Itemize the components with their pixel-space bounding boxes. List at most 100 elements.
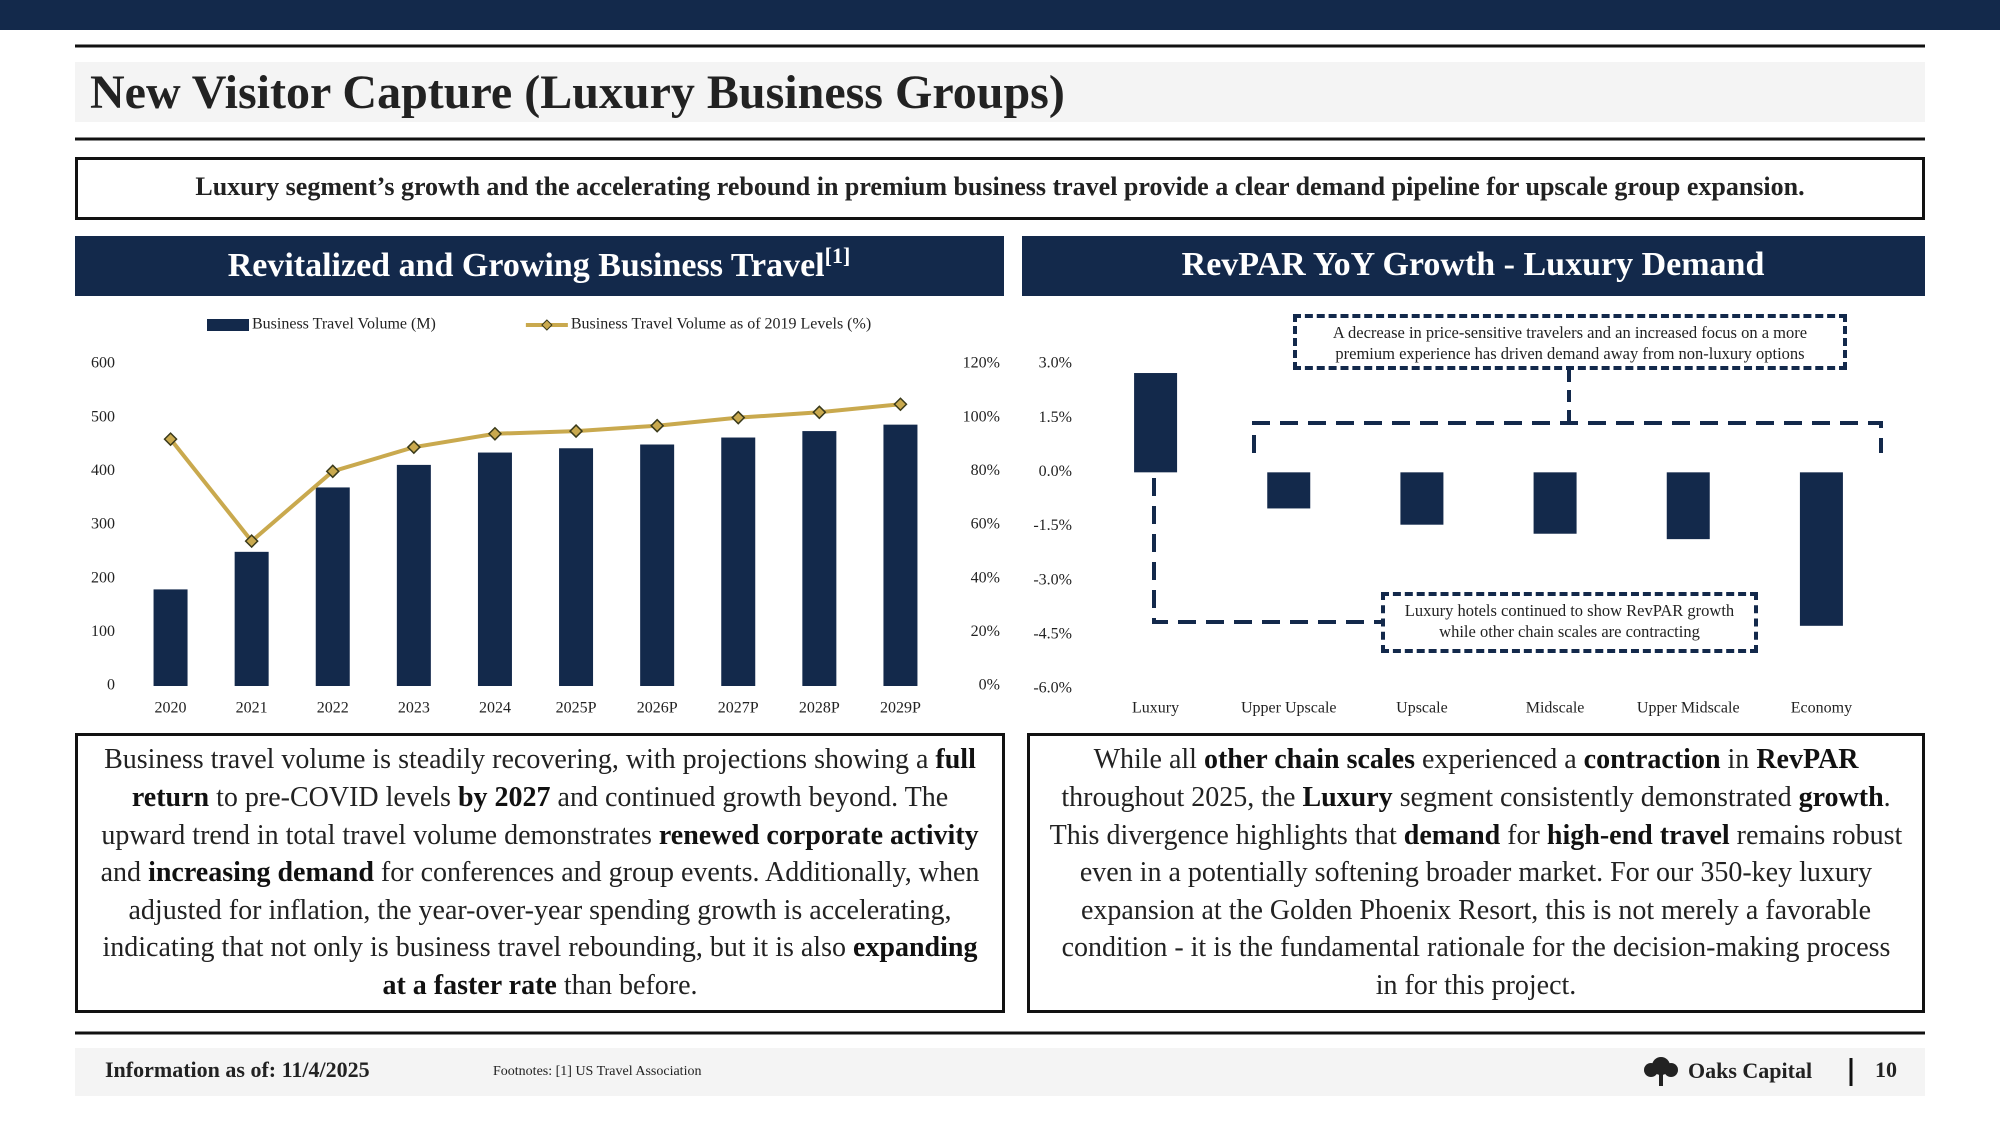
page-number: 10 xyxy=(1875,1057,1897,1082)
text: to pre-COVID levels xyxy=(209,782,458,814)
line-marker xyxy=(893,397,908,412)
bar xyxy=(396,464,431,686)
text-box: Business travel volume is steadily recov… xyxy=(75,733,1005,1013)
bold-text: other chain scales xyxy=(1203,744,1415,776)
text: remains robust even in a potentially sof… xyxy=(1061,819,1903,1001)
y-tick-label: -6.0% xyxy=(1033,680,1072,697)
bar xyxy=(153,589,188,686)
text: segment consistently demonstrated xyxy=(1392,782,1799,814)
footer-bg xyxy=(75,1048,1925,1096)
y-tick-label: 400 xyxy=(91,462,115,479)
title-bg xyxy=(75,62,1925,122)
y2-tick-label: 80% xyxy=(971,462,1000,479)
bold-text: full return xyxy=(131,744,976,814)
luxury-connector xyxy=(1152,478,1381,624)
panel-header xyxy=(75,236,1004,296)
text: in xyxy=(1720,744,1757,776)
line-marker xyxy=(244,534,259,549)
text: While all xyxy=(1093,744,1204,776)
x-tick-label: Luxury xyxy=(1132,700,1179,717)
legend-swatch xyxy=(207,319,249,331)
line xyxy=(168,402,901,544)
bold-text: RevPAR xyxy=(1756,744,1859,776)
annotation: A decrease in price-sensitive travelers … xyxy=(1293,314,1847,370)
x-tick-label: Upscale xyxy=(1396,700,1448,717)
line-marker xyxy=(487,426,503,441)
paragraph: Business travel volume is steadily recov… xyxy=(96,741,984,1004)
y-tick-label: 0.0% xyxy=(1039,463,1072,480)
bold-text: renewed corporate activity xyxy=(658,819,979,851)
x-tick-label: 2028P xyxy=(799,700,840,717)
panel-title: RevPAR YoY Growth - Luxury Demand xyxy=(1182,246,1765,283)
footer-date: Information as of: 11/4/2025 xyxy=(105,1057,370,1082)
text: than before. xyxy=(556,969,698,1001)
legend-swatch xyxy=(541,319,553,331)
line-marker xyxy=(812,405,827,420)
annotation: Luxury hotels continued to show RevPAR g… xyxy=(1381,592,1758,653)
logo-tree xyxy=(1644,1057,1678,1086)
text: . This divergence highlights that xyxy=(1049,782,1891,851)
bracket xyxy=(1152,370,1883,624)
text: and xyxy=(100,857,149,889)
x-tick-label: 2029P xyxy=(880,700,921,717)
callout-box xyxy=(75,157,1925,220)
x-tick-label: 2026P xyxy=(637,700,678,717)
x-tick-label: Economy xyxy=(1791,700,1852,717)
panel-title-text: Revitalized and Growing Business Travel xyxy=(228,247,825,284)
bar xyxy=(802,431,837,686)
x-tick-label: 2022 xyxy=(317,700,349,717)
top-band xyxy=(0,0,2000,30)
panel-header xyxy=(1022,236,1925,296)
line-marker xyxy=(163,432,178,447)
x-tick-label: 2020 xyxy=(155,700,187,717)
x-tick-label: 2021 xyxy=(236,700,268,717)
bar xyxy=(1799,472,1843,626)
bar xyxy=(1267,472,1311,509)
bar xyxy=(559,448,594,686)
footnote-ref: [1] xyxy=(825,243,851,268)
line-marker xyxy=(731,410,746,425)
y2-tick-label: 100% xyxy=(963,408,1000,425)
text: experienced a xyxy=(1415,744,1584,776)
bar xyxy=(234,551,269,686)
bar xyxy=(1400,472,1444,525)
bar xyxy=(1533,472,1577,534)
x-tick-label: Upper Upscale xyxy=(1241,700,1337,717)
y-tick-label: 600 xyxy=(91,355,115,372)
text: and continued growth beyond. The upward … xyxy=(101,782,949,851)
paragraph: While all other chain scales experienced… xyxy=(1048,741,1904,1004)
y2-tick-label: 40% xyxy=(971,569,1000,586)
x-tick-label: Midscale xyxy=(1526,700,1585,717)
y2-tick-label: 0% xyxy=(979,677,1000,694)
x-tick-label: 2023 xyxy=(398,700,430,717)
legend-label: Business Travel Volume (M) xyxy=(252,316,436,333)
y-tick-label: 300 xyxy=(91,516,115,533)
footnote: Footnotes: [1] US Travel Association xyxy=(493,1064,701,1079)
y2-tick-label: 60% xyxy=(971,516,1000,533)
y2-tick-label: 20% xyxy=(971,623,1000,640)
x-tick-label: 2027P xyxy=(718,700,759,717)
bold-text: high-end travel xyxy=(1546,819,1730,851)
bold-text: expanding at a faster rate xyxy=(382,932,978,1001)
x-tick-label: 2024 xyxy=(479,700,511,717)
x-tick-label: Upper Midscale xyxy=(1637,700,1740,717)
bold-text: increasing demand xyxy=(148,857,374,889)
bar xyxy=(1666,472,1710,540)
bar xyxy=(883,424,918,686)
y-tick-label: -3.0% xyxy=(1033,571,1072,588)
y-tick-label: -4.5% xyxy=(1033,626,1072,643)
bar xyxy=(315,487,350,686)
y-tick-label: 0 xyxy=(107,677,115,694)
line-marker xyxy=(568,424,584,439)
line-marker xyxy=(406,440,421,455)
bar xyxy=(640,444,675,686)
y-tick-label: 500 xyxy=(91,408,115,425)
text: for conferences and group events. Additi… xyxy=(102,857,980,964)
brand: Oaks Capital xyxy=(1688,1058,1812,1083)
text-box: While all other chain scales experienced… xyxy=(1027,733,1925,1013)
bold-text: demand xyxy=(1403,819,1501,851)
bar xyxy=(1134,373,1178,473)
bar xyxy=(477,452,512,686)
legend-label: Business Travel Volume as of 2019 Levels… xyxy=(571,316,871,333)
